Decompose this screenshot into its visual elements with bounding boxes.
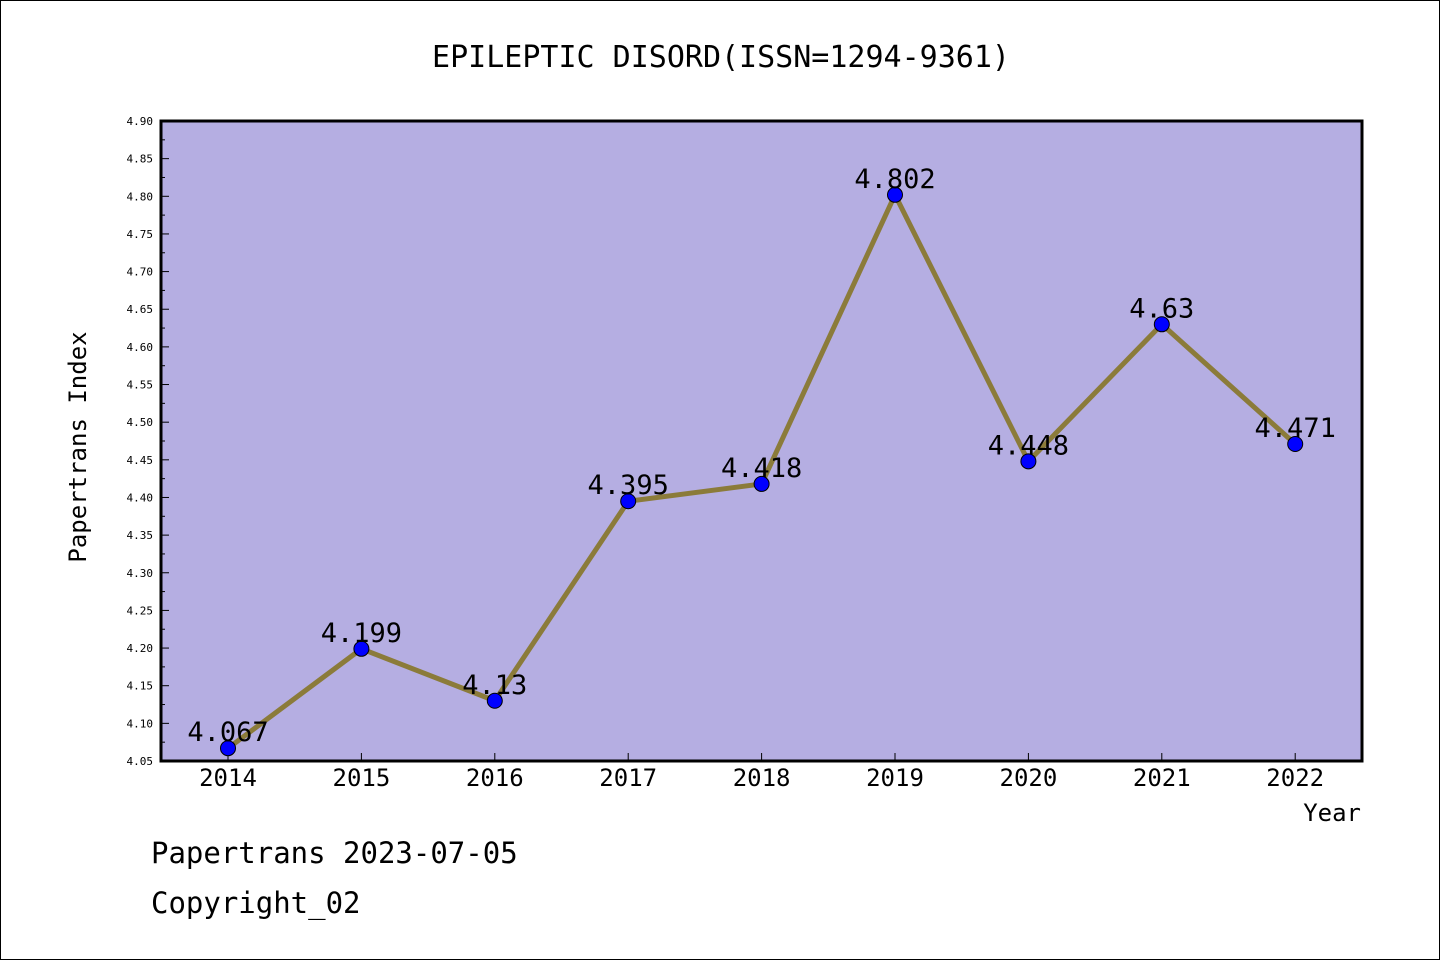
y-tick-label: 4.80 — [127, 190, 154, 203]
y-tick-label: 4.75 — [127, 228, 154, 241]
x-tick-label: 2020 — [1000, 764, 1058, 792]
data-label: 4.802 — [854, 164, 935, 195]
data-label: 4.448 — [988, 430, 1069, 461]
data-point — [620, 493, 637, 510]
y-tick-label: 4.70 — [127, 266, 154, 279]
y-tick-label: 4.10 — [127, 717, 154, 730]
x-tick-label: 2017 — [599, 764, 657, 792]
x-axis-label: Year — [1303, 799, 1361, 827]
y-tick-label: 4.25 — [127, 604, 154, 617]
data-label-layer: 4.067 4.199 4.13 4.395 4.418 4.802 4.448 4.63 4.… — [187, 164, 1335, 748]
y-tick-label: 4.35 — [127, 529, 154, 542]
y-tick-label: 4.65 — [127, 303, 154, 316]
x-axis: 2014 2015 2016 2017 2018 2019 2020 2021 2022 — [199, 753, 1324, 792]
footer-copyright-text: Copyright_02 — [151, 886, 361, 920]
x-tick-label: 2019 — [866, 764, 924, 792]
data-point — [1287, 436, 1304, 453]
data-point — [887, 186, 903, 203]
y-tick-label: 4.50 — [127, 416, 154, 429]
y-tick-label: 4.20 — [127, 642, 154, 655]
data-label: 4.067 — [187, 717, 268, 748]
chart-title: EPILEPTIC DISORD(ISSN=1294-9361) — [432, 40, 1010, 75]
data-point — [486, 692, 503, 709]
y-tick-label: 4.40 — [127, 491, 154, 504]
y-tick-label: 4.60 — [127, 341, 154, 354]
y-tick-label: 4.05 — [127, 755, 154, 768]
y-tick-label: 4.30 — [127, 567, 154, 580]
y-tick-label: 4.55 — [127, 379, 154, 392]
x-tick-label: 2021 — [1133, 764, 1191, 792]
x-tick-label: 2014 — [199, 764, 257, 792]
data-label: 4.471 — [1255, 413, 1336, 444]
x-tick-label: 2018 — [733, 764, 791, 792]
data-label: 4.13 — [462, 670, 527, 701]
data-label: 4.199 — [321, 618, 402, 649]
y-tick-label: 4.15 — [127, 680, 154, 693]
y-tick-label: 4.90 — [127, 115, 154, 128]
series-layer — [220, 186, 1304, 757]
data-point — [353, 640, 370, 657]
x-tick-label: 2016 — [466, 764, 524, 792]
data-label: 4.418 — [721, 453, 802, 484]
footer-source-text: Papertrans 2023-07-05 — [151, 836, 518, 870]
data-point — [1153, 316, 1170, 333]
y-axis: 4.05 4.10 4.15 4.20 4.25 4.30 4.35 4.40 4.45 4.50… — [127, 115, 169, 768]
data-label: 4.395 — [588, 470, 669, 501]
data-label: 4.63 — [1129, 293, 1194, 324]
data-point — [1020, 453, 1037, 470]
y-tick-label: 4.45 — [127, 454, 154, 467]
data-point — [220, 740, 236, 757]
x-tick-label: 2022 — [1266, 764, 1324, 792]
y-axis-label: Papertrans Index — [64, 331, 92, 562]
y-tick-label: 4.85 — [127, 153, 154, 166]
data-point — [753, 475, 770, 492]
x-tick-label: 2015 — [333, 764, 391, 792]
